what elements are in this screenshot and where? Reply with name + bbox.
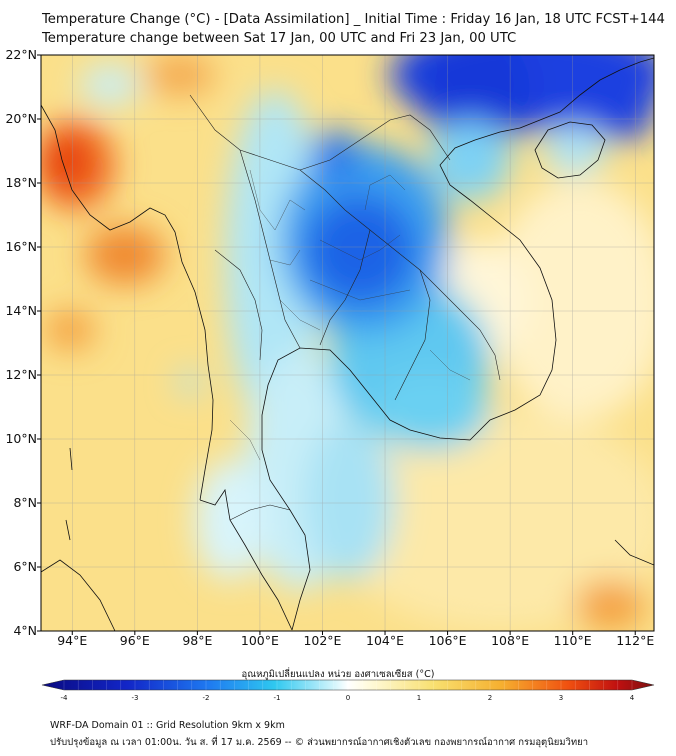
- map-subtitle: Temperature change between Sat 17 Jan, 0…: [42, 31, 517, 46]
- colorbar-tick-label: 4: [629, 694, 635, 702]
- temperature-field: [41, 55, 654, 631]
- longitude-label: 102°E: [303, 633, 342, 648]
- latitude-label: 4°N: [13, 623, 37, 638]
- latitude-label: 18°N: [5, 175, 37, 190]
- colorbar-tick-label: 2: [487, 694, 493, 702]
- latitude-label: 12°N: [5, 367, 37, 382]
- latitude-label: 16°N: [5, 239, 37, 254]
- colorbar: [41, 679, 655, 691]
- province-borders: [229, 169, 471, 461]
- longitude-label: 106°E: [428, 633, 467, 648]
- colorbar-tick-label: 1: [416, 694, 422, 702]
- colorbar-title: อุณหภูมิเปลี่ยนแปลง หน่วย องศาเซลเซียส (…: [241, 669, 435, 680]
- latitude-label: 14°N: [5, 303, 37, 318]
- map-title: Temperature Change (°C) - [Data Assimila…: [42, 12, 665, 27]
- colorbar-tick-label: -1: [273, 694, 281, 702]
- longitude-label: 112°E: [616, 633, 655, 648]
- colorbar-tick-label: 3: [558, 694, 564, 702]
- longitude-label: 94°E: [57, 633, 88, 648]
- latitude-label: 6°N: [13, 559, 37, 574]
- longitude-label: 110°E: [553, 633, 592, 648]
- colorbar-tick-label: 0: [345, 694, 351, 702]
- latitude-label: 8°N: [13, 495, 37, 510]
- coastlines: [41, 57, 654, 631]
- map-graticule: [41, 55, 654, 631]
- latitude-label: 20°N: [5, 111, 37, 126]
- colorbar-tick-label: -4: [60, 694, 68, 702]
- latitude-label: 10°N: [5, 431, 37, 446]
- latitude-label: 22°N: [5, 47, 37, 62]
- longitude-label: 100°E: [240, 633, 279, 648]
- colorbar-tick-label: -3: [131, 694, 139, 702]
- footer-credits: ปรับปรุงข้อมูล ณ เวลา 01:00น. วัน ส. ที่…: [50, 737, 589, 748]
- axis-ticks: [37, 54, 636, 635]
- map-frame: [40, 54, 655, 632]
- longitude-label: 104°E: [366, 633, 405, 648]
- longitude-label: 108°E: [491, 633, 530, 648]
- colorbar-tick-label: -2: [202, 694, 210, 702]
- footer-model-info: WRF-DA Domain 01 :: Grid Resolution 9km …: [50, 720, 285, 731]
- longitude-label: 98°E: [182, 633, 213, 648]
- longitude-label: 96°E: [119, 633, 150, 648]
